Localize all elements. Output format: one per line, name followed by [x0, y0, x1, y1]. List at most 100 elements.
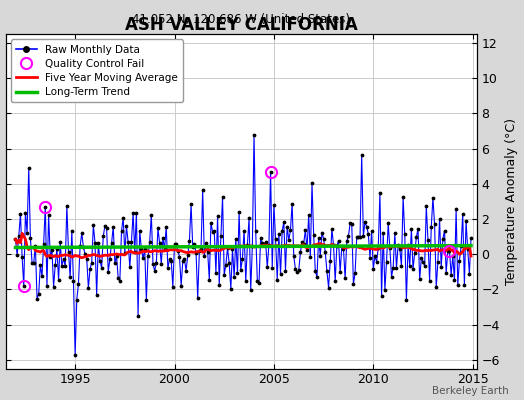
- Point: [402, 296, 411, 303]
- Point: [452, 206, 460, 213]
- Point: [376, 190, 384, 196]
- Point: [202, 240, 210, 246]
- Point: [12, 236, 20, 242]
- Point: [200, 252, 209, 259]
- Point: [351, 270, 359, 276]
- Point: [288, 200, 296, 207]
- Point: [301, 227, 310, 233]
- Point: [25, 165, 33, 171]
- Point: [283, 224, 291, 230]
- Point: [246, 287, 255, 293]
- Point: [294, 267, 303, 274]
- Point: [29, 260, 38, 266]
- Point: [96, 258, 104, 264]
- Point: [434, 258, 442, 265]
- Point: [225, 260, 233, 266]
- Point: [363, 223, 371, 230]
- Point: [240, 227, 248, 234]
- Point: [227, 286, 235, 292]
- Point: [99, 233, 107, 239]
- Point: [94, 240, 103, 246]
- Point: [298, 239, 306, 245]
- Point: [414, 225, 422, 232]
- Point: [19, 283, 28, 289]
- Point: [213, 213, 222, 219]
- Point: [207, 219, 215, 226]
- Point: [328, 226, 336, 232]
- Point: [124, 239, 133, 245]
- Point: [134, 312, 142, 319]
- Point: [190, 241, 199, 248]
- Point: [373, 259, 381, 265]
- Point: [129, 210, 137, 216]
- Point: [53, 246, 61, 252]
- Point: [68, 228, 76, 234]
- Point: [293, 269, 301, 276]
- Point: [256, 234, 265, 241]
- Point: [46, 254, 54, 260]
- Point: [323, 268, 331, 274]
- Point: [432, 284, 441, 290]
- Point: [106, 256, 114, 262]
- Point: [303, 247, 311, 253]
- Point: [248, 243, 257, 249]
- Point: [111, 260, 119, 266]
- Point: [422, 203, 431, 210]
- Point: [278, 228, 287, 234]
- Point: [59, 255, 68, 262]
- Point: [467, 235, 475, 242]
- Point: [43, 283, 51, 290]
- Point: [78, 230, 86, 236]
- Point: [119, 214, 127, 221]
- Point: [109, 224, 117, 230]
- Point: [139, 255, 147, 262]
- Point: [166, 256, 174, 262]
- Point: [369, 266, 377, 272]
- Point: [252, 228, 260, 234]
- Point: [286, 227, 294, 233]
- Point: [346, 220, 354, 227]
- Point: [361, 219, 369, 225]
- Point: [339, 246, 347, 252]
- Point: [122, 223, 130, 230]
- Point: [28, 260, 36, 266]
- Point: [56, 239, 64, 245]
- Point: [71, 351, 79, 358]
- Point: [420, 263, 429, 269]
- Point: [425, 278, 434, 284]
- Point: [281, 268, 290, 274]
- Point: [23, 230, 31, 236]
- Point: [35, 291, 43, 297]
- Point: [464, 246, 472, 252]
- Point: [255, 280, 263, 286]
- Point: [137, 246, 146, 252]
- Point: [311, 268, 320, 275]
- Point: [45, 212, 53, 218]
- Point: [381, 286, 389, 293]
- Point: [331, 278, 340, 284]
- Point: [266, 168, 275, 175]
- Point: [450, 277, 458, 284]
- Point: [357, 152, 366, 158]
- Point: [193, 295, 202, 301]
- Point: [51, 262, 59, 268]
- Point: [273, 277, 281, 283]
- Point: [126, 264, 134, 270]
- Point: [242, 278, 250, 284]
- Point: [21, 210, 30, 216]
- Point: [235, 209, 243, 216]
- Point: [424, 237, 432, 243]
- Point: [326, 258, 334, 264]
- Point: [18, 254, 26, 260]
- Point: [26, 235, 35, 241]
- Point: [271, 236, 280, 242]
- Point: [228, 246, 237, 252]
- Point: [195, 248, 203, 255]
- Point: [410, 250, 419, 256]
- Point: [399, 194, 407, 200]
- Point: [330, 242, 338, 248]
- Point: [172, 241, 180, 248]
- Point: [140, 246, 149, 252]
- Point: [333, 243, 341, 249]
- Point: [364, 231, 373, 237]
